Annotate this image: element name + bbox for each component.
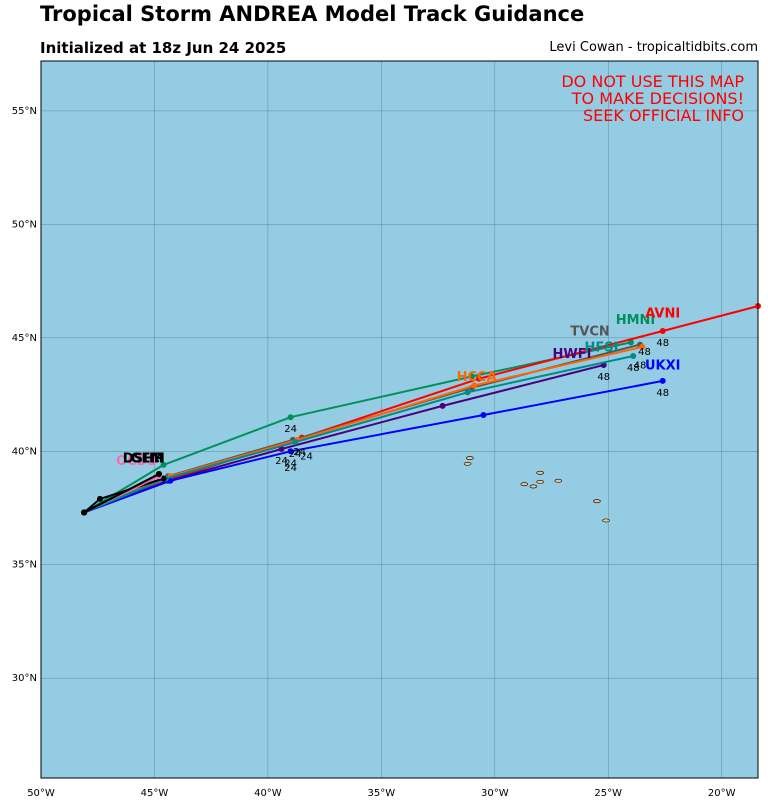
y-tick-label: 45°N <box>12 333 37 344</box>
model-label-hcca: HCCA <box>457 370 497 385</box>
forecast-hour-label: 24 <box>284 458 297 469</box>
track-point-hwfi <box>439 402 446 409</box>
ocean-background <box>41 61 758 778</box>
forecast-hour-label: 48 <box>656 388 669 399</box>
y-tick-label: 55°N <box>12 106 37 117</box>
island-corvo <box>466 456 474 460</box>
forecast-hour-label: 24 <box>284 424 297 435</box>
island-flores <box>463 461 472 466</box>
x-tick-label: 20°W <box>708 788 736 799</box>
y-tick-label: 30°N <box>12 673 37 684</box>
track-point-hcca <box>639 343 646 350</box>
credit-text: Levi Cowan - tropicaltidbits.com <box>549 40 758 55</box>
map-frame <box>40 60 759 779</box>
track-point-hwfi <box>278 445 285 452</box>
x-tick-label: 40°W <box>254 788 282 799</box>
island-terceira <box>554 478 563 483</box>
island-saojorge <box>536 479 544 484</box>
init-time: Initialized at 18z Jun 24 2025 <box>40 39 287 57</box>
track-point-hfsi <box>464 389 471 396</box>
forecast-hour-label: 48 <box>597 372 610 383</box>
track-point-hfsi <box>630 352 637 359</box>
track-point-lgem <box>81 509 88 516</box>
model-label-avni: AVNI <box>645 306 680 321</box>
model-label-hwfi: HWFI <box>552 347 591 362</box>
y-tick-label: 35°N <box>12 560 37 571</box>
forecast-hour-label: 24 <box>293 447 306 458</box>
track-point-hcca <box>471 382 478 389</box>
track-point-ukxi <box>659 377 666 384</box>
track-point-ukxi <box>480 411 487 418</box>
model-label-hmni: HMNI <box>616 313 656 328</box>
x-tick-label: 25°W <box>594 788 622 799</box>
x-tick-label: 45°W <box>141 788 169 799</box>
forecast-hour-label: 48 <box>656 338 669 349</box>
island-santamaria <box>602 518 610 523</box>
track-point-hmni <box>160 461 167 468</box>
track-point-avni <box>659 328 666 335</box>
x-tick-label: 50°W <box>27 788 55 799</box>
track-point-ofci <box>160 475 167 482</box>
track-point-hmni <box>469 373 476 380</box>
forecast-hour-label: 24 <box>289 449 302 460</box>
model-label-ocd5: OCD5 <box>116 454 156 469</box>
island-pico <box>529 484 538 489</box>
model-label-hfsi: HFSI <box>584 340 618 355</box>
forecast-hour-label: 24 <box>300 451 313 462</box>
model-label-tvcn: TVCN <box>570 325 609 340</box>
island-saomiguel <box>593 499 601 504</box>
x-tick-label: 35°W <box>368 788 396 799</box>
track-point-hmni <box>627 339 634 346</box>
x-tick-label: 30°W <box>481 788 509 799</box>
model-label-lgem: LGEM <box>123 452 164 467</box>
track-point-ukxi <box>287 448 294 455</box>
track-point-hfsi <box>292 439 299 446</box>
y-tick-label: 50°N <box>12 219 37 230</box>
track-lgem <box>83 473 160 514</box>
model-label-dshp: DSHP <box>123 452 164 467</box>
model-label-ukxi: UKXI <box>645 359 681 374</box>
track-point-ukxi <box>167 477 174 484</box>
y-tick-label: 40°N <box>12 446 37 457</box>
track-point-lgem <box>155 470 162 477</box>
track-point-avni <box>475 375 482 382</box>
page-title: Tropical Storm ANDREA Model Track Guidan… <box>40 2 585 26</box>
island-graciosa <box>536 470 544 475</box>
forecast-hour-label: 48 <box>634 361 647 372</box>
warning-line-2: TO MAKE DECISIONS! <box>571 89 744 108</box>
forecast-hour-label: 48 <box>638 347 651 358</box>
warning-line-1: DO NOT USE THIS MAP <box>561 72 744 91</box>
forecast-hour-label: 48 <box>627 363 640 374</box>
warning-line-3: SEEK OFFICIAL INFO <box>583 106 744 125</box>
forecast-hour-label: 24 <box>275 456 288 467</box>
track-point-ofci <box>96 495 103 502</box>
model-label-ofci: OFCI <box>130 452 164 467</box>
track-point-hmni <box>287 414 294 421</box>
forecast-hour-label: 24 <box>284 463 297 474</box>
island-faial <box>520 482 529 487</box>
